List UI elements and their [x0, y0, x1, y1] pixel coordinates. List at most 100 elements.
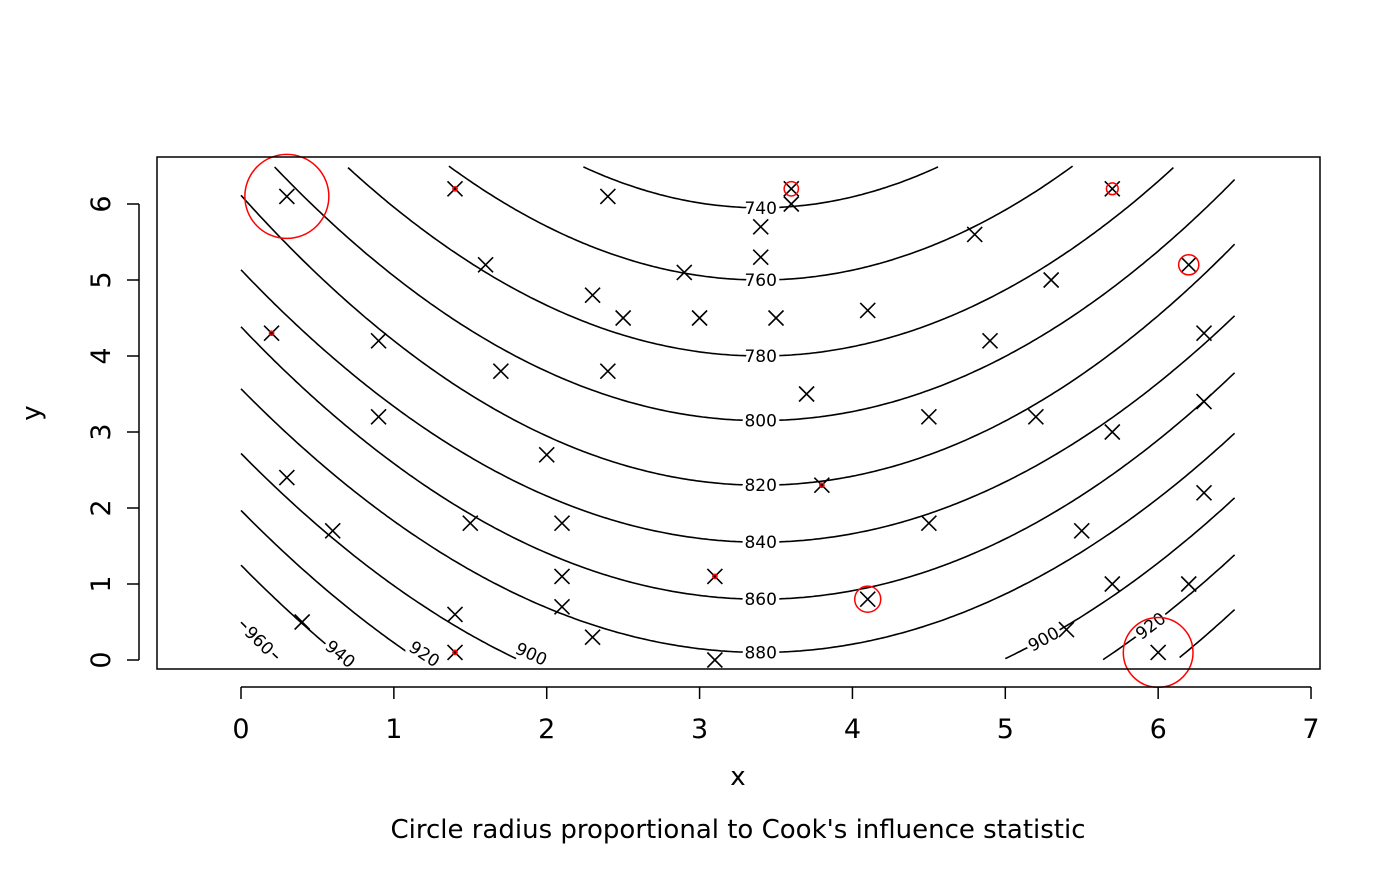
- x-tick-label: 6: [1150, 714, 1167, 745]
- influence-circle: [452, 185, 458, 192]
- point-marker: [813, 477, 830, 494]
- point-marker: [1180, 256, 1197, 273]
- point-marker: [324, 522, 341, 539]
- point-marker: [798, 385, 815, 403]
- contour-label: 920: [405, 637, 443, 672]
- contour-label: 880: [744, 643, 776, 663]
- x-axis-label: x: [730, 762, 745, 792]
- influence-circle: [1177, 253, 1200, 276]
- point-marker: [278, 469, 295, 486]
- influence-circle: [1105, 182, 1119, 196]
- contour-label: 940: [321, 637, 359, 673]
- contour-lines: [240, 165, 1236, 661]
- x-tick-label: 5: [997, 714, 1014, 745]
- point-marker: [263, 325, 280, 342]
- point-marker: [752, 218, 769, 235]
- contour-label: 860: [744, 590, 776, 610]
- contour-label: 960: [240, 623, 277, 660]
- point-marker: [1195, 325, 1213, 342]
- point-marker: [691, 309, 708, 327]
- point-marker: [553, 598, 571, 615]
- point-marker: [462, 515, 479, 532]
- data-points: [263, 180, 1213, 669]
- influence-circle: [452, 649, 458, 656]
- point-marker: [706, 651, 723, 669]
- point-marker: [538, 446, 555, 463]
- y-tick-label: 6: [86, 195, 117, 212]
- point-marker: [966, 226, 983, 243]
- contour-line-920: [1102, 554, 1236, 661]
- point-marker: [553, 568, 571, 585]
- contour-line-960: [240, 621, 279, 659]
- x-axis: 0 1 2 3 4 5 6 7: [232, 686, 1320, 745]
- point-marker: [1104, 180, 1121, 197]
- contour-label: 900: [1025, 623, 1063, 656]
- contour-label: 780: [744, 347, 776, 367]
- contour-label: 820: [744, 476, 776, 496]
- y-tick-label: 1: [86, 575, 117, 592]
- x-tick-label: 3: [691, 714, 708, 745]
- chart-subtitle: Circle radius proportional to Cook's inf…: [390, 815, 1085, 845]
- influence-circle: [853, 585, 882, 613]
- contour-line-900: [240, 452, 517, 660]
- contour-line-940: [1179, 609, 1236, 659]
- contour-label: 900: [512, 639, 550, 671]
- contour-line-880: [240, 388, 1236, 654]
- y-tick-label: 3: [86, 423, 117, 440]
- point-marker: [477, 256, 494, 273]
- x-tick-label: 2: [538, 714, 555, 745]
- point-marker: [599, 188, 616, 205]
- point-marker: [446, 606, 464, 623]
- point-marker: [1027, 408, 1044, 425]
- point-marker: [553, 515, 571, 532]
- contour-label: 840: [744, 533, 776, 553]
- contour-line-760: [448, 165, 1074, 281]
- point-marker: [1180, 575, 1197, 593]
- contour-line-920: [240, 509, 419, 661]
- plot-frame: [156, 156, 1321, 670]
- y-tick-label: 4: [86, 347, 117, 364]
- contour-label: 740: [744, 199, 776, 219]
- point-marker: [446, 644, 464, 661]
- point-marker: [1104, 423, 1121, 441]
- point-marker: [1058, 621, 1075, 638]
- point-marker: [676, 264, 693, 281]
- point-marker: [767, 309, 785, 327]
- y-tick-label: 5: [86, 271, 117, 288]
- point-marker: [1195, 393, 1213, 410]
- point-marker: [920, 408, 937, 425]
- point-marker: [859, 302, 876, 319]
- y-tick-label: 2: [86, 499, 117, 516]
- influence-circle: [244, 153, 330, 240]
- influence-circle: [819, 482, 825, 489]
- point-marker: [294, 613, 311, 631]
- y-tick-label: 0: [86, 651, 117, 668]
- contour-line-800: [274, 166, 1236, 422]
- point-marker: [706, 568, 723, 585]
- influence-circle: [712, 573, 718, 580]
- contour-label: 800: [744, 412, 776, 432]
- y-axis: 0 1 2 3 4 5 6: [86, 195, 140, 669]
- point-marker: [783, 195, 800, 213]
- point-marker: [1073, 522, 1090, 539]
- point-marker: [599, 363, 616, 380]
- contour-line-840: [240, 269, 1236, 543]
- point-marker: [615, 309, 632, 327]
- point-marker: [584, 287, 601, 304]
- x-tick-label: 0: [232, 714, 249, 745]
- point-marker: [1195, 484, 1213, 501]
- x-tick-label: 4: [844, 714, 861, 745]
- point-marker: [278, 188, 295, 205]
- point-marker: [370, 408, 387, 425]
- point-marker: [1043, 271, 1060, 289]
- contour-line-740: [583, 166, 939, 209]
- influence-circle: [268, 330, 275, 337]
- contour-line-780: [347, 167, 1174, 357]
- point-marker: [584, 629, 601, 646]
- point-marker: [370, 332, 387, 349]
- point-marker: [752, 249, 769, 266]
- point-marker: [492, 363, 509, 380]
- point-marker: [1150, 644, 1167, 661]
